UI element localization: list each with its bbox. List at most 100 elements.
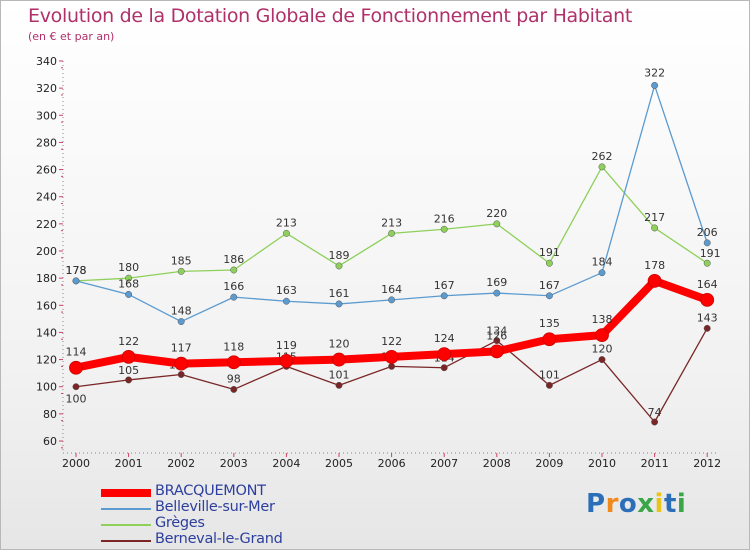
data-point [177,318,185,326]
data-label: 105 [118,364,139,377]
data-label: 213 [381,216,402,229]
data-point [230,385,238,393]
data-label: 98 [227,372,241,385]
data-label: 120 [329,338,350,351]
data-label: 135 [539,317,560,330]
data-label: 148 [171,305,192,318]
x-tick-label: 2006 [378,457,406,470]
data-point [174,356,189,371]
data-point [282,229,290,237]
x-tick-label: 2011 [641,457,669,470]
data-point [598,163,606,171]
data-label: 163 [276,284,297,297]
data-label: 262 [592,150,613,163]
data-label: 167 [434,279,455,292]
data-label: 180 [118,261,139,274]
data-point [700,292,715,307]
data-point [388,296,396,304]
data-label: 217 [644,211,665,224]
logo-letter: x [637,489,655,519]
data-label: 167 [539,279,560,292]
data-label: 186 [223,253,244,266]
data-label: 101 [329,368,350,381]
legend-swatch [101,489,151,497]
data-label: 178 [644,259,665,272]
y-tick-label: 140 [36,326,57,339]
x-tick-label: 2003 [220,457,248,470]
x-tick-label: 2007 [430,457,458,470]
data-label: 134 [486,325,507,338]
x-tick-label: 2010 [588,457,616,470]
chart-title: Evolution de la Dotation Globale de Fonc… [28,5,633,27]
data-label: 74 [648,406,662,419]
data-point [230,293,238,301]
y-tick-label: 100 [36,381,57,394]
data-point [651,224,659,232]
line-chart: 60 80 100 120 140 160 180 200 220 240 260 280 300 320… [36,55,721,470]
data-point [545,292,553,300]
data-point [121,349,136,364]
data-label: 191 [539,246,560,259]
x-tick-label: 2002 [167,457,195,470]
data-label: 213 [276,216,297,229]
data-label: 118 [223,340,244,353]
data-point [545,381,553,389]
data-point [545,259,553,267]
y-tick-label: 320 [36,82,57,95]
data-point [598,269,606,277]
y-tick-label: 340 [36,55,57,68]
data-point [125,274,133,282]
data-point [282,297,290,305]
data-point [177,371,185,378]
data-point [230,266,238,274]
data-label: 185 [171,254,192,267]
data-point [493,337,501,345]
data-point [703,324,711,332]
legend-label: Grèges [155,515,205,531]
data-label: 206 [697,226,718,239]
data-label: 191 [700,247,721,260]
x-tick-label: 2000 [62,457,90,470]
legend-label: BRACQUEMONT [155,483,266,499]
data-label: 216 [434,212,455,225]
data-label: 114 [66,346,87,359]
data-point [125,290,133,298]
legend-swatch [101,540,151,542]
logo-letter: o [618,489,638,519]
data-point [335,300,343,308]
data-point [440,292,448,300]
data-point [332,352,346,367]
y-tick-label: 80 [43,408,57,421]
data-point [647,273,662,288]
data-point [493,289,501,297]
data-point [388,362,396,370]
data-label: 164 [381,283,402,296]
data-point [493,220,501,228]
y-tick-label: 180 [36,272,57,285]
data-point [279,354,294,368]
x-tick-label: 2008 [483,457,511,470]
data-label: 122 [118,335,139,348]
data-label: 101 [539,368,560,381]
data-label: 117 [171,342,192,355]
data-point [651,81,659,89]
x-tick-label: 2001 [115,457,143,470]
proxiti-logo: Proxiti [586,489,686,519]
y-tick-label: 280 [36,136,57,149]
y-tick-label: 60 [43,435,57,448]
data-point [69,360,83,375]
data-point [335,381,343,389]
data-label: 184 [592,256,613,269]
data-point [595,328,609,343]
data-point [125,376,133,384]
data-label: 124 [434,332,455,345]
y-tick-label: 220 [36,218,57,231]
data-label: 138 [592,313,613,326]
y-tick-label: 240 [36,191,57,204]
data-label: 122 [381,335,402,348]
chart-subtitle: (en € et par an) [28,30,115,43]
data-point [703,259,711,267]
data-label: 161 [329,287,350,300]
series-bracquemont: 114 122 117 118 119 120 122 124 126 135 138 178 164 [66,259,718,375]
data-point [598,356,606,364]
